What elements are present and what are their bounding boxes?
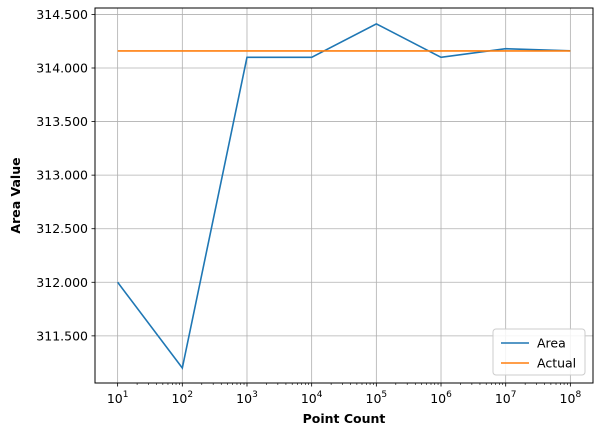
y-tick-label: 314.500: [36, 7, 88, 22]
x-tick-label: 106: [430, 390, 452, 406]
y-tick-label: 314.000: [36, 61, 88, 76]
series-line-area: [117, 22, 571, 370]
legend: Area Actual: [492, 328, 586, 376]
y-tick-label: 313.500: [36, 114, 88, 129]
x-axis-label: Point Count: [303, 411, 386, 426]
x-tick-label: 101: [107, 390, 129, 406]
y-tick-label: 311.500: [36, 328, 88, 343]
x-tick-label: 103: [236, 390, 258, 406]
y-axis-label: Area Value: [8, 157, 23, 233]
plot-series: [117, 22, 571, 370]
y-axis-ticks: 311.500 312.000 312.500 313.000 313.500 314.0…: [36, 7, 95, 343]
legend-label: Area: [537, 336, 566, 351]
legend-label: Actual: [537, 356, 576, 371]
y-tick-label: 313.000: [36, 168, 88, 183]
y-tick-label: 312.000: [36, 275, 88, 290]
plot-frame: [94, 7, 594, 384]
grid: [95, 8, 593, 383]
y-tick-label: 312.500: [36, 221, 88, 236]
x-tick-label: 108: [560, 390, 582, 406]
x-tick-label: 104: [301, 390, 323, 406]
x-axis-ticks: 101 102 103 104 105 106 107 108: [107, 383, 582, 406]
x-tick-label: 107: [495, 390, 517, 406]
x-tick-label: 102: [171, 390, 193, 406]
x-tick-label: 105: [366, 390, 388, 406]
